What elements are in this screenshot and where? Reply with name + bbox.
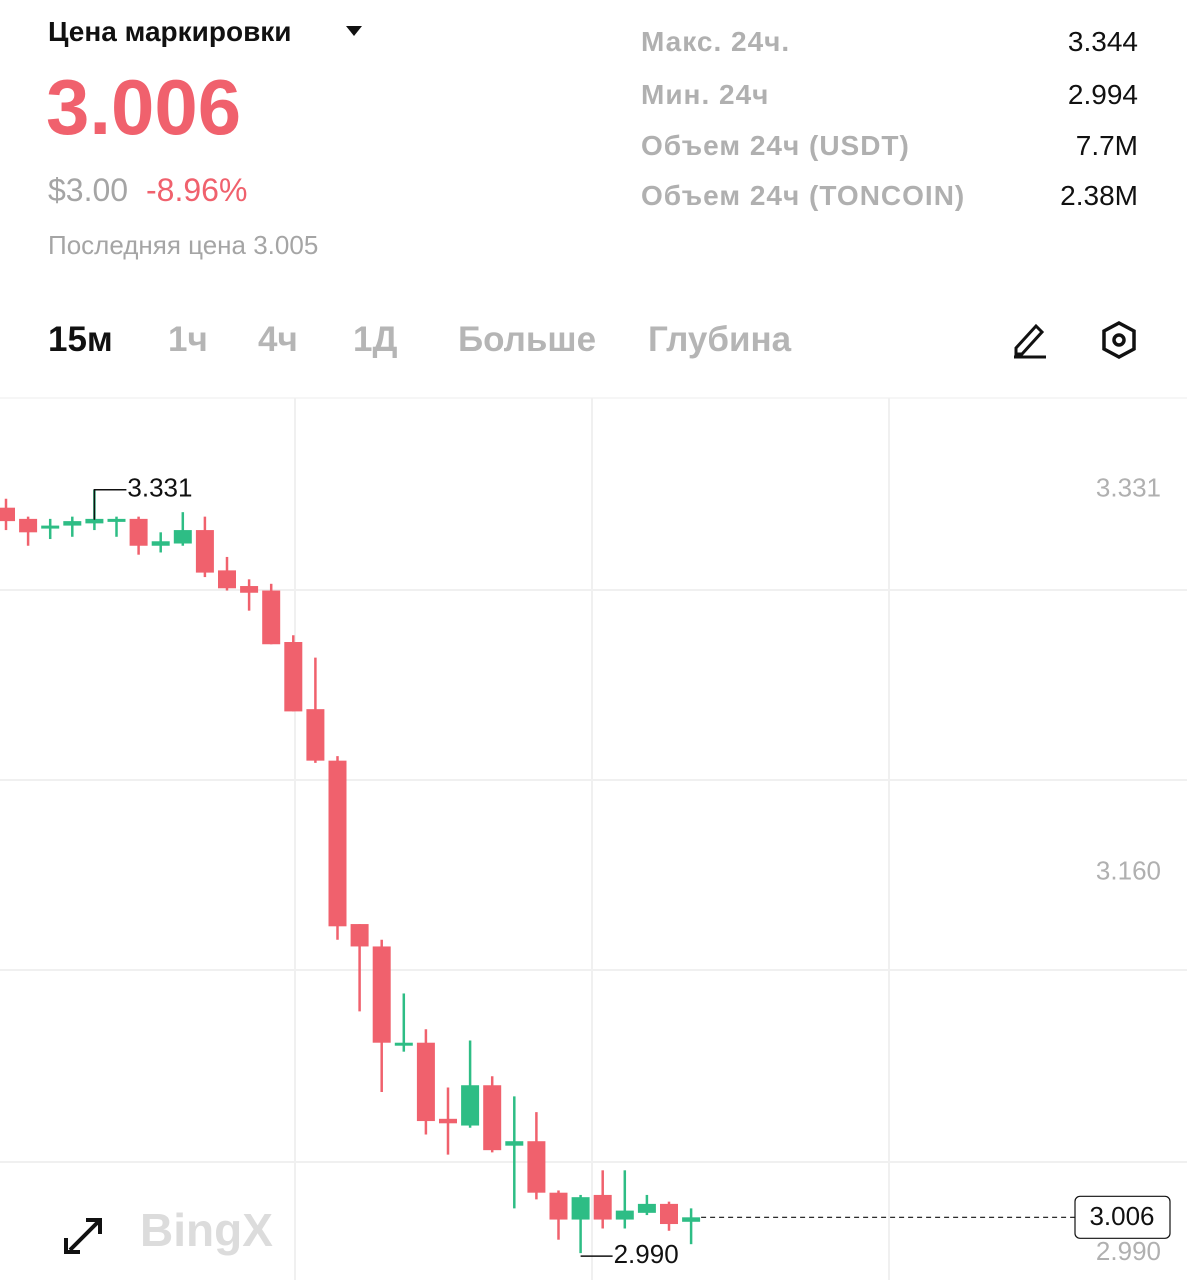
tab[interactable]: 15м <box>48 320 113 359</box>
candle-body <box>394 1042 413 1046</box>
candle-body <box>151 541 170 546</box>
candle-body <box>328 760 347 927</box>
candle-body <box>107 518 126 522</box>
stat-value: 2.38M <box>1060 180 1138 211</box>
last-price-box <box>1074 1195 1171 1239</box>
candle-body <box>218 570 236 589</box>
mark-price: 3.006 <box>46 63 242 151</box>
low-label: 2.990 <box>614 1239 679 1269</box>
watermark: BingX <box>140 1204 273 1256</box>
tab[interactable]: 1Д <box>353 320 398 359</box>
candle-body <box>306 709 325 761</box>
high-marker <box>93 489 127 520</box>
stat-value: 7.7M <box>1075 130 1138 161</box>
stat-label: Объем 24ч (USDT) <box>641 130 910 161</box>
y-tick-label: 3.160 <box>1096 855 1161 885</box>
stat-value: 3.344 <box>1067 26 1138 57</box>
candle-body <box>615 1210 634 1220</box>
candle-body <box>483 1085 502 1151</box>
last-price-label: 3.006 <box>1089 1201 1154 1231</box>
dropdown-arrow[interactable] <box>344 24 364 38</box>
last-price: Последняя цена 3.005 <box>48 230 319 260</box>
candle-body <box>593 1194 612 1220</box>
candle-body <box>173 530 192 544</box>
tab[interactable]: 1ч <box>168 320 208 359</box>
stat-label: Макс. 24ч. <box>641 26 791 57</box>
candle-body <box>19 518 38 533</box>
candle-body <box>660 1203 678 1225</box>
candle-body <box>549 1192 568 1220</box>
candle-body <box>195 530 214 573</box>
expand-icon[interactable] <box>64 1218 102 1254</box>
candle-body <box>85 518 104 524</box>
settings-icon[interactable] <box>1100 320 1138 360</box>
candle-body <box>284 642 303 712</box>
candle-body <box>350 924 369 947</box>
grid <box>0 398 1187 1280</box>
candle-body <box>461 1085 480 1126</box>
tab[interactable]: Глубина <box>648 320 792 359</box>
candle-body <box>129 518 148 546</box>
stat-label: Объем 24ч (TONCOIN) <box>641 180 966 211</box>
tab[interactable]: Больше <box>458 320 597 359</box>
candle-body <box>262 590 281 645</box>
stat-label: Мин. 24ч <box>641 79 770 110</box>
candle-body <box>41 525 60 529</box>
candle-body <box>682 1217 701 1222</box>
candle-body <box>0 507 15 522</box>
high-label: 3.331 <box>127 473 192 503</box>
tab[interactable]: 4ч <box>258 320 298 359</box>
y-tick-label: 3.331 <box>1096 473 1161 503</box>
change: -8.96% <box>146 172 248 208</box>
candle-body <box>571 1197 590 1220</box>
candle-body <box>372 946 391 1043</box>
candle-body <box>527 1141 546 1193</box>
candle-body <box>240 586 259 593</box>
candle-body <box>63 521 82 526</box>
draw-icon[interactable] <box>1010 318 1050 360</box>
title[interactable]: Цена маркировки <box>48 16 292 47</box>
candle-body <box>637 1203 656 1213</box>
stat-value: 2.994 <box>1067 79 1138 110</box>
candle-body <box>505 1141 524 1146</box>
candle-body <box>416 1042 435 1122</box>
usd-price: $3.00 <box>48 172 129 208</box>
candle-body <box>439 1118 457 1124</box>
y-tick-label: 2.990 <box>1096 1236 1161 1266</box>
